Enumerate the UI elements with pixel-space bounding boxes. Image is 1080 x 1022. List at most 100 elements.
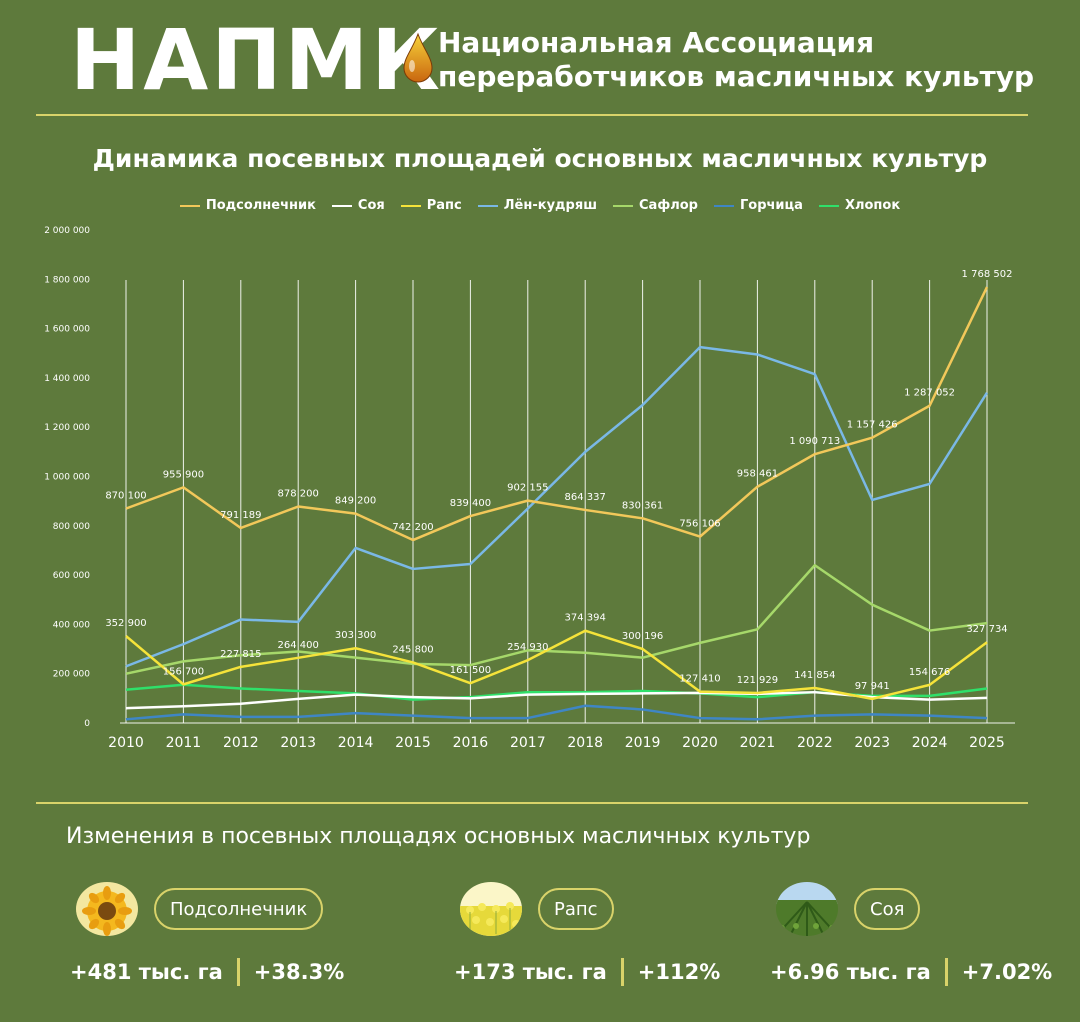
crop-pct-change: +112% (637, 960, 721, 984)
y-tick-label: 200 000 (53, 670, 90, 680)
series-line-5 (125, 563, 988, 675)
stat-separator (944, 958, 948, 986)
crop-label-sunflower: Подсолнечник (154, 888, 324, 930)
y-tick-label: 1 400 000 (44, 374, 90, 384)
data-label: 791 189 (220, 510, 261, 521)
rapeseed-photo-icon (460, 882, 522, 936)
data-label: 1 768 502 (962, 269, 1013, 280)
header: НАПМК Национальная Ассоциация переработч… (70, 10, 1034, 110)
crop-stats-sunflower: +481 тыс. га +38.3% (70, 958, 344, 986)
legend-label: Хлопок (844, 198, 901, 213)
data-label: 141 854 (794, 670, 835, 681)
x-tick-label: 2022 (797, 735, 833, 751)
data-label: 902 155 (507, 483, 548, 494)
legend-item: Соя (331, 198, 385, 213)
x-tick-label: 2012 (223, 735, 259, 751)
crop-abs-change: +6.96 тыс. га (770, 960, 931, 984)
legend-swatch (818, 204, 839, 207)
legend-swatch (179, 204, 200, 207)
legend-label: Подсолнечник (205, 198, 316, 213)
y-tick-label: 1 600 000 (44, 325, 90, 335)
legend-label: Соя (357, 198, 385, 213)
y-tick-label: 2 000 000 (44, 226, 90, 236)
x-tick-label: 2018 (567, 735, 603, 751)
legend-swatch (400, 204, 421, 207)
data-label: 839 400 (450, 498, 491, 509)
x-tick-label: 2017 (510, 735, 546, 751)
legend-item: Рапс (400, 198, 462, 213)
sunflower-photo-icon (76, 882, 138, 936)
data-label: 154 676 (909, 667, 950, 678)
data-label: 327 734 (966, 624, 1007, 635)
crop-abs-change: +481 тыс. га (70, 960, 223, 984)
y-tick-label: 0 (84, 719, 90, 729)
data-label: 1 157 426 (847, 420, 898, 431)
crop-card-soy: Соя +6.96 тыс. га +7.02% (770, 882, 1080, 1002)
legend-label: Сафлор (639, 198, 698, 213)
series-line-1 (125, 286, 989, 542)
crop-label-soy: Соя (854, 888, 921, 930)
data-label: 227 815 (220, 649, 261, 660)
line-chart: 0 200 000 400 000 600 000 800 000 1 000 000 1 … (44, 226, 1015, 751)
legend-item: Хлопок (818, 198, 901, 213)
x-tick-label: 2021 (740, 735, 776, 751)
y-tick-label: 400 000 (53, 620, 90, 630)
data-label: 849 200 (335, 496, 376, 507)
legend-item: Сафлор (613, 198, 698, 213)
legend-item: Горчица (713, 198, 803, 213)
x-tick-label: 2010 (108, 735, 144, 751)
data-label: 300 196 (622, 631, 663, 642)
legend-swatch (477, 204, 498, 207)
divider-top (36, 114, 1028, 116)
data-label: 352 900 (105, 618, 146, 629)
crop-card-rapeseed: Рапс +173 тыс. га +112% (454, 882, 790, 1002)
x-tick-label: 2019 (625, 735, 661, 751)
x-tick-label: 2014 (338, 735, 374, 751)
crop-card-sunflower: Подсолнечник +481 тыс. га +38.3% (70, 882, 406, 1002)
divider-mid (36, 802, 1028, 804)
y-tick-label: 800 000 (53, 522, 90, 532)
y-tick-label: 1 000 000 (44, 473, 90, 483)
data-label: 1 287 052 (904, 388, 955, 399)
legend-swatch (713, 204, 734, 207)
data-label: 303 300 (335, 630, 376, 641)
series-line-4 (125, 345, 989, 668)
oil-drop-icon (403, 32, 433, 83)
data-label: 958 461 (737, 469, 778, 480)
org-name: Национальная Ассоциация переработчиков м… (438, 26, 1038, 94)
data-label: 121 929 (737, 675, 778, 686)
y-tick-label: 600 000 (53, 571, 90, 581)
crop-pct-change: +38.3% (253, 960, 345, 984)
data-label: 830 361 (622, 500, 663, 511)
legend-label: Рапс (426, 198, 462, 213)
data-label: 870 100 (105, 491, 146, 502)
org-name-line2: переработчиков масличных культур (438, 60, 1035, 93)
x-tick-label: 2013 (280, 735, 316, 751)
legend-label: Лён-кудряш (503, 198, 597, 213)
legend-swatch (613, 204, 633, 207)
y-tick-label: 1 800 000 (44, 275, 90, 285)
crop-label-rapeseed: Рапс (538, 888, 614, 930)
data-label: 374 394 (565, 613, 606, 624)
x-tick-label: 2016 (453, 735, 489, 751)
crop-abs-change: +173 тыс. га (454, 960, 607, 984)
data-label: 254 930 (507, 642, 548, 653)
x-tick-label: 2023 (854, 735, 890, 751)
legend-label: Горчица (739, 198, 803, 213)
x-tick-label: 2011 (166, 735, 202, 751)
legend-item: Подсолнечник (179, 198, 316, 213)
data-label: 955 900 (163, 469, 204, 480)
x-tick-label: 2015 (395, 735, 431, 751)
data-label: 97 941 (855, 681, 890, 692)
soy-field-photo-icon (776, 882, 838, 936)
stat-separator (236, 958, 240, 986)
x-tick-label: 2020 (682, 735, 718, 751)
x-tick-label: 2025 (969, 735, 1005, 751)
crop-pct-change: +7.02% (961, 960, 1053, 984)
logo: НАПМК (70, 11, 443, 109)
data-label: 156 700 (163, 666, 204, 677)
chart-title: Динамика посевных площадей основных масл… (92, 144, 988, 173)
crop-stats-rapeseed: +173 тыс. га +112% (454, 958, 720, 986)
data-label: 756 106 (679, 519, 720, 530)
chart-legend: Подсолнечник Соя Рапс Лён-кудряш Сафлор Горчи… (0, 198, 1080, 213)
